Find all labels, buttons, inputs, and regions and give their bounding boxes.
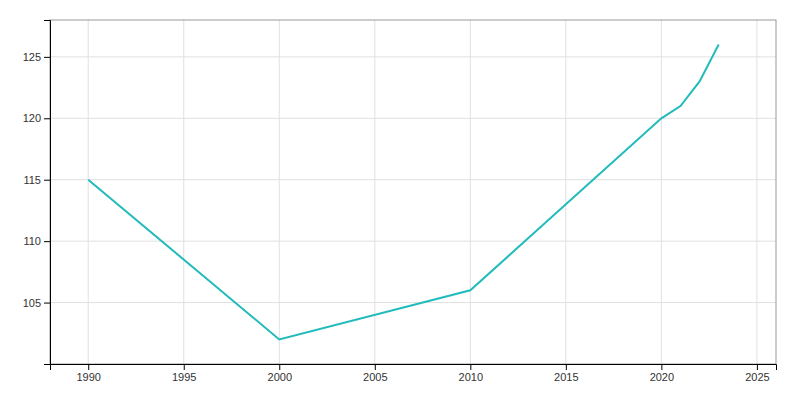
tick-label: 115 [23,174,41,186]
tick-mark [44,303,50,304]
tick: 1990 [76,364,100,383]
tick: 2020 [650,364,674,383]
line [88,45,718,340]
marks [88,45,718,340]
tick-label: 2005 [363,371,387,383]
tick-label: 110 [23,235,41,247]
tick: 2015 [554,364,578,383]
tick-label: 2010 [459,371,483,383]
grid-line [279,20,280,364]
grid-line [50,302,776,303]
tick-label: 2020 [650,371,674,383]
tick-mark [44,241,50,242]
tick-label: 1995 [172,371,196,383]
tick: 105 [23,297,50,309]
tick: 2000 [268,364,292,383]
grid-line [88,20,89,364]
tick-mark [44,57,50,58]
tick-mark [470,364,471,370]
plot-frame [50,20,776,364]
tick-label: 2015 [554,371,578,383]
tick-label: 1990 [76,371,100,383]
tick: 120 [23,112,50,124]
x-axis: 1990 1995 2000 2005 2010 2015 2020 2025 [51,364,777,383]
tick: 1995 [172,364,196,383]
chart: 1990 1995 2000 2005 2010 2015 2020 2025 105 110 11… [0,0,800,400]
grid-line [50,118,776,119]
tick-label: 125 [23,51,41,63]
tick-label: 2025 [745,371,769,383]
plot: 1990 1995 2000 2005 2010 2015 2020 2025 105 110 11… [23,20,777,383]
tick-label: 105 [23,297,41,309]
tick-mark [566,364,567,370]
grid-line [50,241,776,242]
tick-label: 2000 [268,371,292,383]
tick-mark [44,180,50,181]
grid-line [50,56,776,57]
grid [50,20,776,364]
axis-line [44,21,51,365]
tick: 110 [23,235,50,247]
tick-mark [661,364,662,370]
tick-mark [184,364,185,370]
tick: 2025 [745,364,769,383]
tick: 2005 [363,364,387,383]
grid-line [661,20,662,364]
y-axis: 105 110 115 120 125 [23,21,51,365]
grid-line [50,179,776,180]
axis-line [51,365,777,371]
tick-mark [88,364,89,370]
tick-mark [279,364,280,370]
grid-line [565,20,566,364]
tick-mark [375,364,376,370]
tick: 125 [23,51,50,63]
grid-line [183,20,184,364]
grid-line [374,20,375,364]
grid-line [470,20,471,364]
grid-line [756,20,757,364]
tick-label: 120 [23,112,41,124]
tick-mark [757,364,758,370]
tick: 2010 [459,364,483,383]
tick: 115 [23,174,50,186]
tick-mark [44,118,50,119]
